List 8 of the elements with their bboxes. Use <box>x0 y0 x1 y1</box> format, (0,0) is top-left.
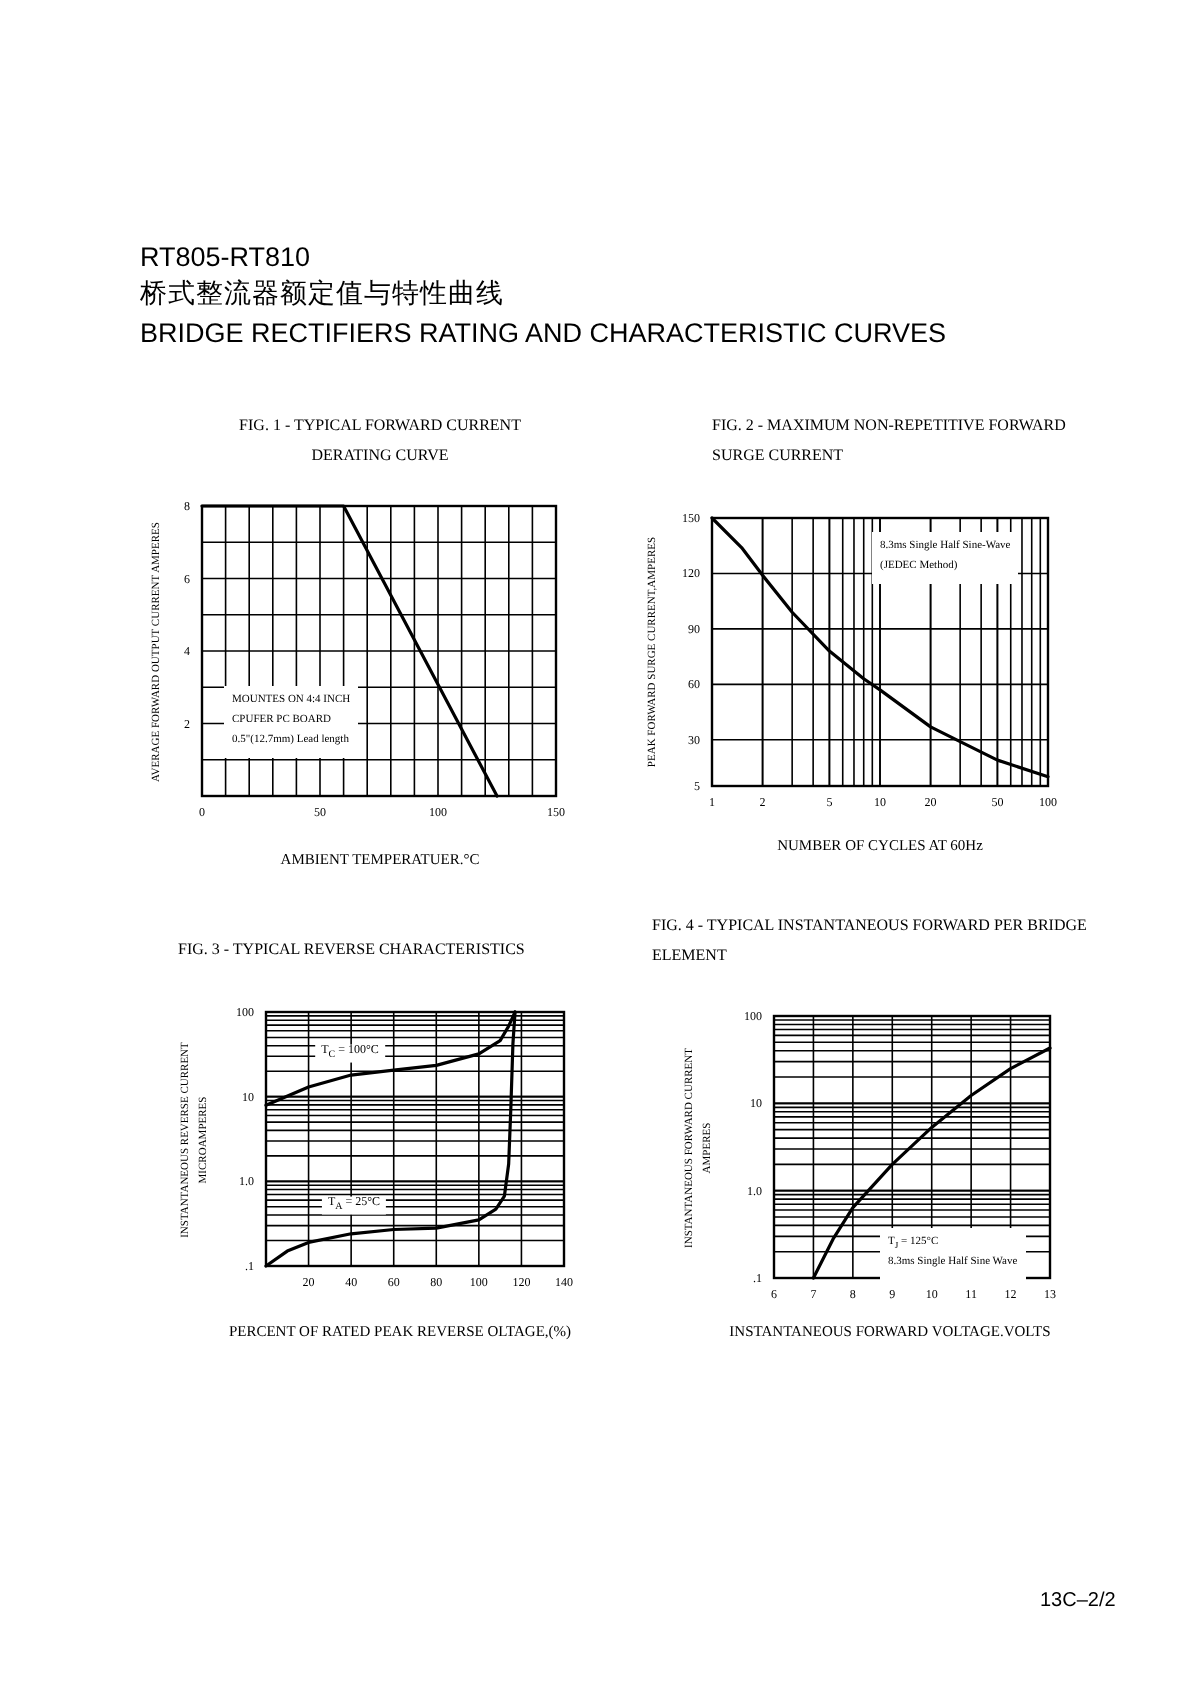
chart-title: FIG. 3 - TYPICAL REVERSE CHARACTERISTICS <box>178 938 527 962</box>
chart-title: FIG. 2 - MAXIMUM NON-REPETITIVE FORWARD SURGE CURRENT <box>712 414 1068 469</box>
text: 桥式整流器额定值与特性曲线 <box>140 278 504 312</box>
chart-title: FIG. 1 - TYPICAL FORWARD CURRENT DERATING CURVE <box>237 414 523 469</box>
text: 13C–2/2 <box>1040 1590 1116 1615</box>
chart-title: FIG. 4 - TYPICAL INSTANTANEOUS FORWARD PER BRIDGE ELEMENT <box>652 914 1089 969</box>
text: BRIDGE RECTIFIERS RATING AND CHARACTERISTIC CURVES <box>140 318 947 352</box>
text: RT805-RT810 <box>140 242 311 276</box>
